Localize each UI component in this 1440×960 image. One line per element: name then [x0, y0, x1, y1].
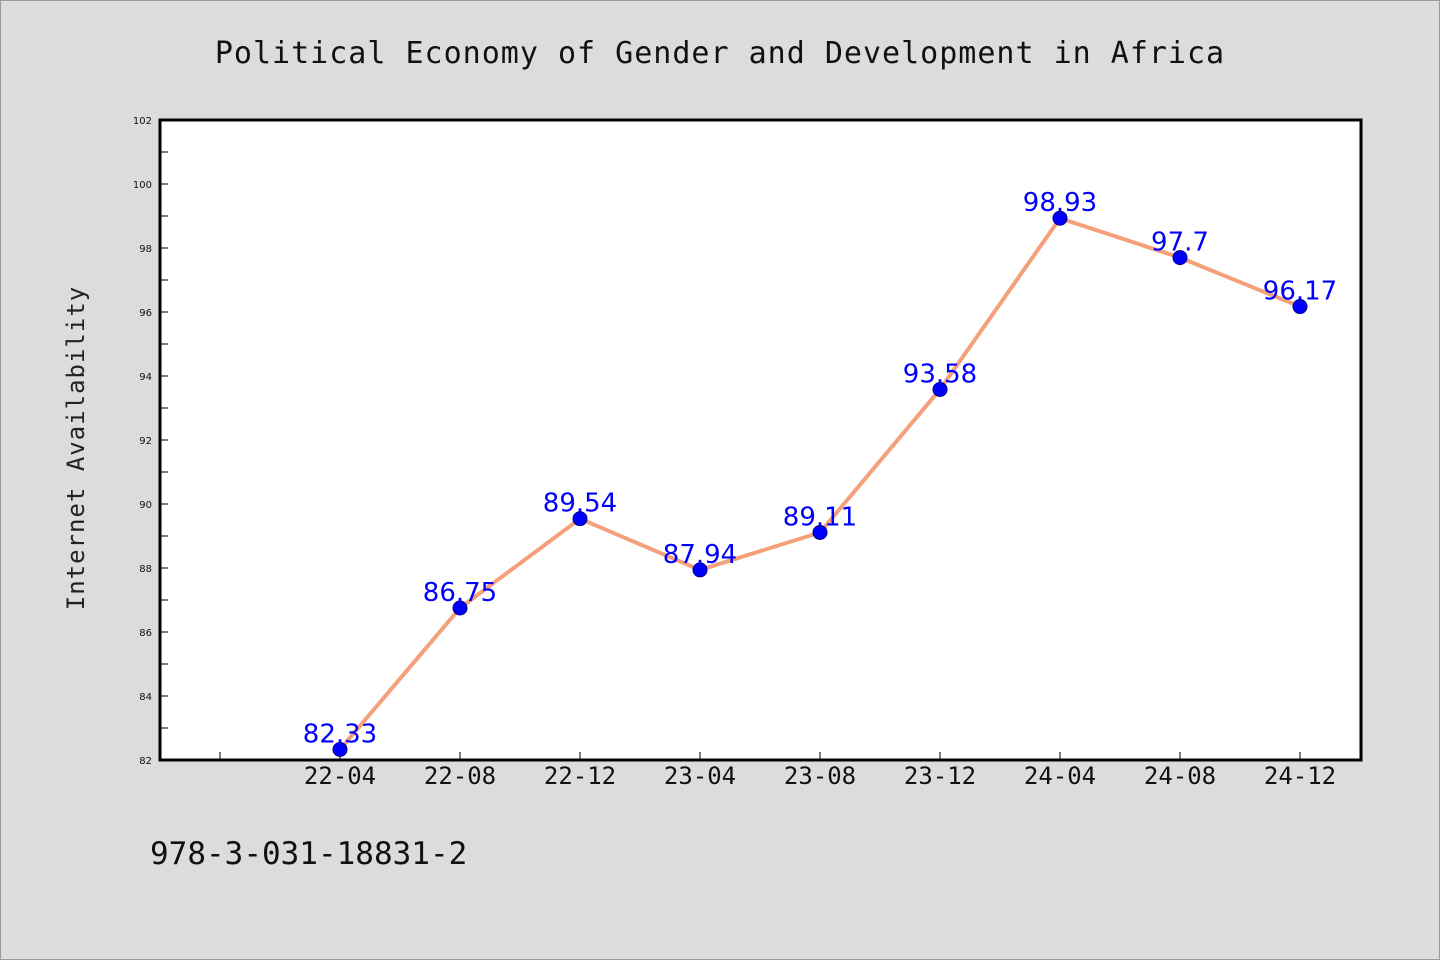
x-tick-label: 24-12 [1264, 762, 1336, 790]
data-label: 89.11 [783, 502, 857, 532]
data-label: 98.93 [1023, 188, 1097, 218]
y-axis-label: Internet Availability [62, 286, 90, 610]
y-tick-label: 90 [139, 500, 152, 511]
y-tick-label: 100 [133, 180, 152, 191]
data-label: 82.33 [303, 719, 377, 749]
data-point [692, 562, 708, 578]
data-label: 87.94 [663, 540, 737, 570]
data-point [572, 511, 588, 527]
data-label: 86.75 [423, 578, 497, 608]
data-point [1292, 299, 1308, 315]
y-tick-label: 84 [139, 692, 152, 703]
y-tick-label: 94 [139, 372, 152, 383]
data-point [812, 524, 828, 540]
x-tick-label: 23-12 [904, 762, 976, 790]
y-tick-label: 96 [139, 308, 152, 319]
x-tick-label: 22-12 [544, 762, 616, 790]
data-point [932, 381, 948, 397]
x-tick-label: 24-08 [1144, 762, 1216, 790]
data-label: 89.54 [543, 489, 617, 519]
y-tick-label: 86 [139, 628, 152, 639]
x-tick-label: 22-04 [304, 762, 376, 790]
y-axis-ticks: 82 84 86 88 90 92 94 96 98 100 102 [133, 116, 168, 767]
y-tick-label: 82 [139, 756, 152, 767]
data-point [452, 600, 468, 616]
data-label: 97.7 [1151, 228, 1209, 258]
isbn-text: 978-3-031-18831-2 [150, 836, 467, 872]
y-tick-label: 102 [133, 116, 152, 127]
data-point [332, 741, 348, 757]
series-layer: 82.33 86.75 89.54 87.94 89.11 93.58 98.93 97.7 9… [303, 188, 1337, 757]
y-tick-label: 98 [139, 244, 152, 255]
x-tick-label: 23-08 [784, 762, 856, 790]
data-label: 93.58 [903, 359, 977, 389]
y-tick-label: 88 [139, 564, 152, 575]
data-point [1052, 210, 1068, 226]
y-tick-label: 92 [139, 436, 152, 447]
plot-area [158, 118, 1363, 762]
data-point [1172, 250, 1188, 266]
x-tick-label: 23-04 [664, 762, 736, 790]
x-tick-label: 22-08 [424, 762, 496, 790]
data-label: 96.17 [1263, 277, 1337, 307]
x-axis-ticks: 22-04 22-08 22-12 23-04 23-08 23-12 24-04 24-08… [219, 752, 1336, 790]
chart-title: Political Economy of Gender and Developm… [215, 36, 1225, 71]
x-tick-label: 24-04 [1024, 762, 1096, 790]
